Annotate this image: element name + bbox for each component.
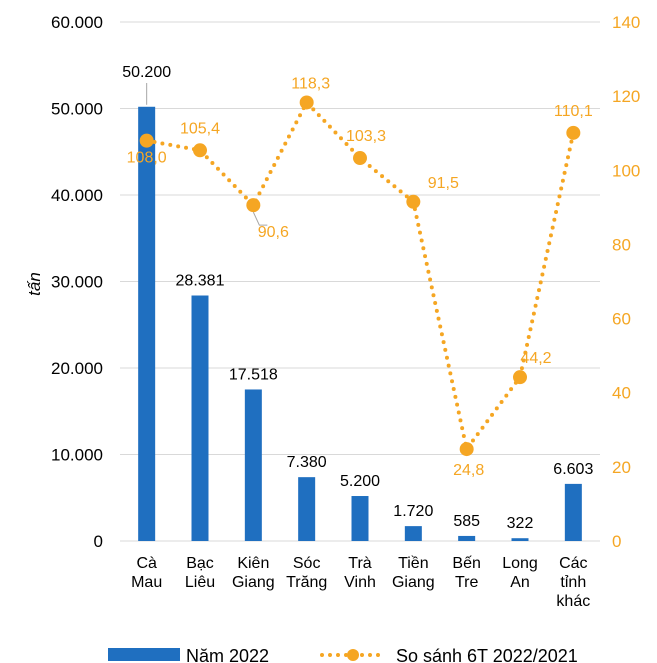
- legend-line-marker: [347, 649, 359, 661]
- legend-bar-label: Năm 2022: [186, 646, 269, 663]
- bar: [191, 295, 209, 541]
- category-label-line: Giang: [392, 574, 435, 591]
- left-axis-ticks: 0 10.000 20.000 30.000 40.000 50.000 60.000: [51, 13, 103, 551]
- line-marker: [193, 143, 207, 158]
- category-label-line: Bến: [452, 555, 480, 572]
- bar: [564, 483, 582, 541]
- legend-bar-swatch: [108, 648, 180, 661]
- line-value-label: 90,6: [258, 224, 289, 241]
- line-marker: [459, 442, 474, 457]
- category-label-line: Bạc: [186, 555, 214, 572]
- line-series: [139, 95, 581, 457]
- category-label-line: Sóc: [293, 555, 321, 572]
- bar-value-label: 585: [453, 513, 480, 530]
- right-tick-label: 0: [612, 532, 621, 551]
- category-label-line: Liêu: [185, 574, 215, 591]
- left-tick-label: 10.000: [51, 446, 103, 465]
- line-value-label: 108,0: [127, 150, 167, 167]
- left-tick-label: 30.000: [51, 273, 103, 292]
- line-marker: [246, 198, 261, 213]
- legend: Năm 2022 So sánh 6T 2022/2021: [108, 646, 578, 663]
- bar: [298, 477, 316, 541]
- line-value-label: 44,2: [520, 350, 551, 367]
- left-tick-label: 40.000: [51, 186, 103, 205]
- line-path: [144, 99, 576, 454]
- category-label-line: tỉnh: [560, 574, 586, 591]
- left-tick-label: 20.000: [51, 359, 103, 378]
- category-label: Sóc Trăng: [286, 555, 327, 591]
- bar-value-label: 6.603: [553, 461, 593, 478]
- leader-line: [252, 211, 268, 226]
- category-label-line: Vinh: [344, 574, 376, 591]
- line-marker: [299, 95, 314, 110]
- category-label-line: An: [510, 574, 530, 591]
- right-tick-label: 20: [612, 458, 631, 477]
- category-label-line: Trăng: [286, 574, 327, 591]
- line-value-label: 110,1: [554, 103, 593, 120]
- category-label: Kiên Giang: [232, 555, 275, 591]
- line-value-label: 91,5: [428, 175, 459, 192]
- bar-value-label: 17.518: [229, 366, 278, 383]
- bar: [404, 526, 422, 541]
- line-marker: [566, 125, 581, 140]
- right-tick-label: 140: [612, 13, 640, 32]
- right-tick-label: 80: [612, 235, 631, 254]
- category-label: Bến Tre: [452, 555, 480, 591]
- category-label: Bạc Liêu: [185, 555, 215, 591]
- line-value-label: 105,4: [180, 120, 220, 137]
- bar: [244, 389, 262, 541]
- left-tick-label: 0: [94, 532, 103, 551]
- line-marker: [406, 194, 421, 209]
- category-label: Tiền Giang: [392, 555, 435, 591]
- category-label: Các tỉnh khác: [556, 555, 590, 610]
- line-value-label: 118,3: [291, 75, 330, 92]
- category-label: Cà Mau: [131, 555, 162, 591]
- bar: [351, 496, 369, 541]
- bar-value-label: 50.200: [122, 64, 171, 81]
- line-marker: [139, 133, 154, 148]
- bar: [138, 106, 156, 542]
- line-value-label: 24,8: [453, 462, 484, 479]
- category-label-line: khác: [556, 593, 590, 610]
- category-label-line: Các: [559, 555, 587, 572]
- category-labels: Cà Mau Bạc Liêu Kiên Giang Sóc Trăng Trà Vinh Tiền…: [131, 555, 590, 610]
- line-marker: [353, 151, 367, 166]
- line-value-label: 103,3: [346, 128, 386, 145]
- left-tick-label: 60.000: [51, 13, 103, 32]
- bar-value-label: 7.380: [287, 454, 327, 471]
- category-label-line: Giang: [232, 574, 275, 591]
- bar-value-labels: 50.200 28.381 17.518 7.380 5.200 1.720 585 322 6…: [122, 64, 593, 532]
- bar-series: [138, 106, 582, 542]
- category-label-line: Tiền: [398, 555, 429, 572]
- bar-value-label: 28.381: [176, 273, 225, 290]
- category-label-line: Kiên: [237, 555, 269, 572]
- label-leader-lines: [146, 83, 268, 226]
- right-axis-ticks: 0 20 40 60 80 100 120 140: [612, 13, 640, 551]
- bar-value-label: 1.720: [393, 503, 433, 520]
- category-label: Long An: [502, 555, 538, 591]
- right-tick-label: 120: [612, 87, 640, 106]
- y-axis-title: tấn: [25, 272, 44, 296]
- category-label-line: Tre: [455, 574, 479, 591]
- category-label: Trà Vinh: [344, 555, 376, 591]
- right-tick-label: 60: [612, 310, 631, 329]
- bar-value-label: 5.200: [340, 473, 380, 490]
- category-label-line: Mau: [131, 574, 162, 591]
- category-label-line: Long: [502, 555, 538, 572]
- line-value-labels: 108,0 105,4 90,6 118,3 103,3 91,5 24,8 44,2 110,…: [127, 75, 593, 479]
- right-tick-label: 40: [612, 384, 631, 403]
- category-label-line: Trà: [348, 555, 372, 572]
- line-marker: [513, 370, 527, 385]
- bar: [458, 535, 476, 541]
- bar: [511, 538, 529, 541]
- right-tick-label: 100: [612, 161, 640, 180]
- left-tick-label: 50.000: [51, 100, 103, 119]
- legend-line-label: So sánh 6T 2022/2021: [396, 646, 578, 663]
- category-label-line: Cà: [136, 555, 157, 572]
- bar-value-label: 322: [507, 515, 534, 532]
